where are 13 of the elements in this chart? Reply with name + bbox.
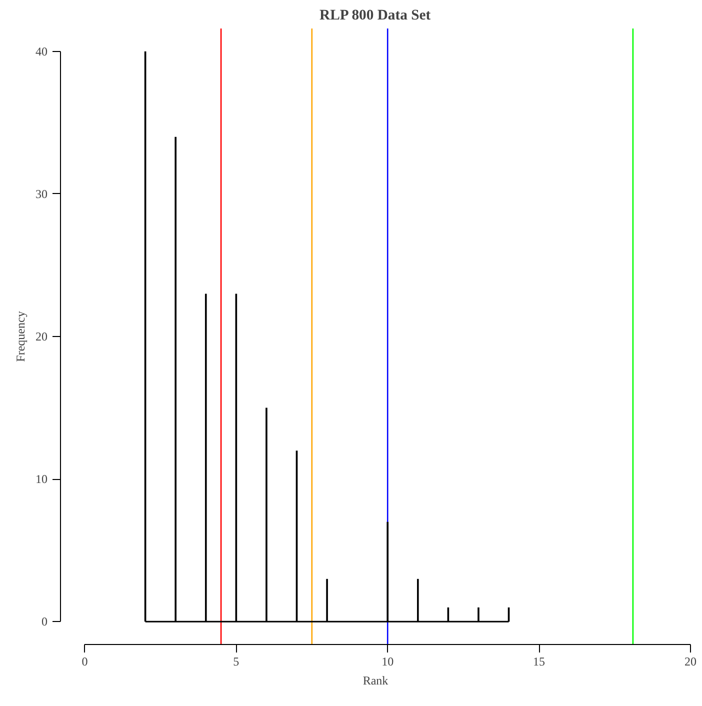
y-axis-title: Frequency bbox=[14, 311, 28, 362]
x-tick-label: 10 bbox=[382, 654, 394, 668]
y-tick-label: 30 bbox=[36, 186, 48, 201]
x-tick-label: 20 bbox=[684, 654, 696, 668]
y-tick-label: 20 bbox=[36, 330, 48, 344]
x-tick-label: 5 bbox=[233, 654, 240, 668]
x-tick-label: 0 bbox=[82, 654, 88, 668]
y-tick-label: 10 bbox=[36, 472, 48, 486]
y-tick-label: 0 bbox=[42, 614, 48, 629]
chart-title: RLP 800 Data Set bbox=[320, 8, 431, 24]
x-axis-title: Rank bbox=[362, 674, 388, 688]
x-tick-label: 15 bbox=[533, 654, 546, 668]
y-tick-label: 40 bbox=[36, 44, 48, 58]
